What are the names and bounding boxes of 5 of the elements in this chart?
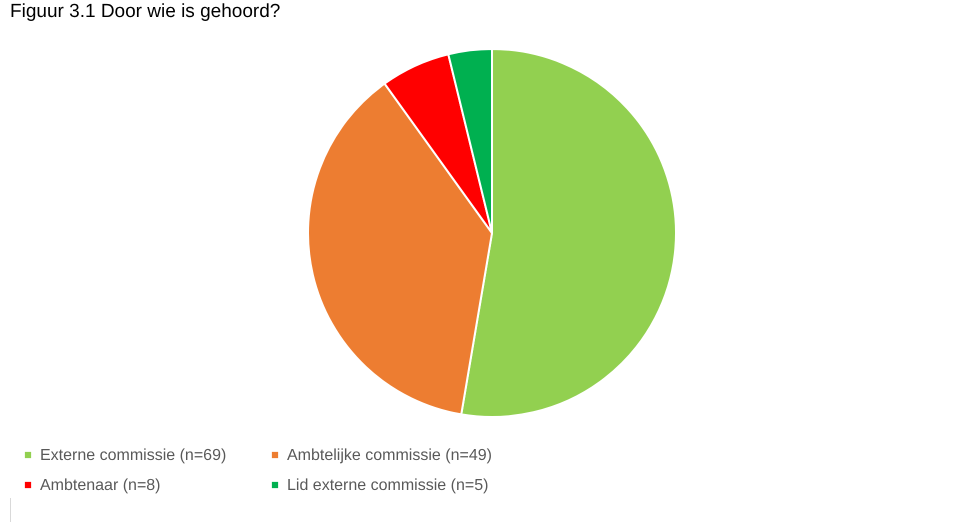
- legend-label: Externe commissie (n=69): [40, 447, 226, 464]
- legend-label: Ambtenaar (n=8): [40, 477, 161, 494]
- chart-title: Figuur 3.1 Door wie is gehoord?: [10, 1, 280, 22]
- legend-label: Ambtelijke commissie (n=49): [287, 447, 492, 464]
- legend-label: Lid externe commissie (n=5): [287, 477, 488, 494]
